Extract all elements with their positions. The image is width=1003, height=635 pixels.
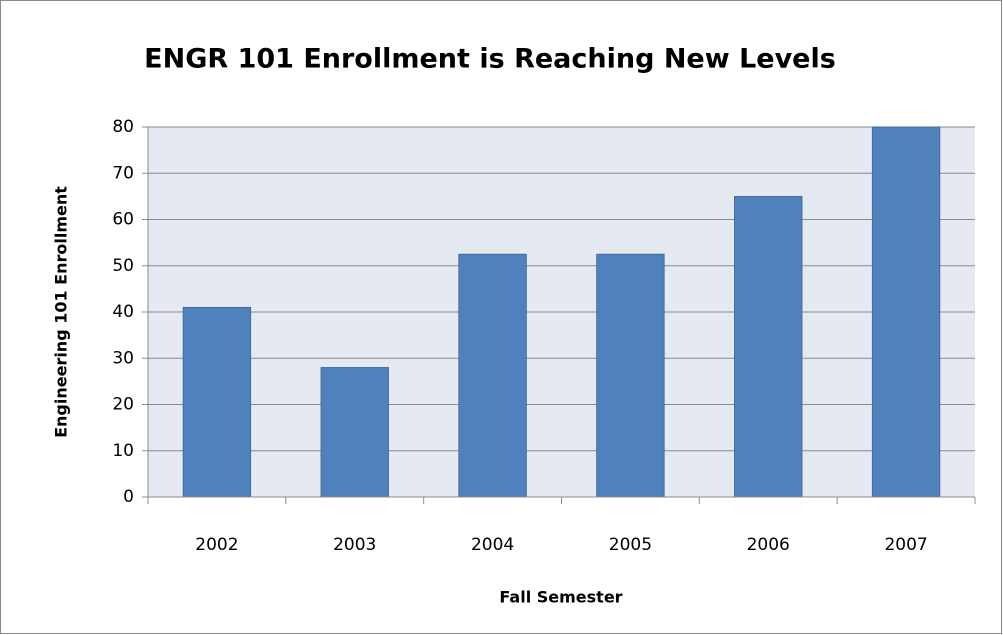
bar: [734, 195, 803, 498]
y-tick-label: 0: [123, 487, 134, 507]
y-tick-label: 40: [112, 302, 134, 322]
y-tick-label: 10: [112, 441, 134, 461]
y-tick-label: 70: [112, 163, 134, 183]
bar: [320, 367, 389, 498]
x-tick-label: 2003: [333, 535, 376, 555]
x-tick-label: 2002: [195, 535, 238, 555]
x-tick-label: 2007: [884, 535, 927, 555]
x-tick-label: 2004: [471, 535, 514, 555]
x-axis-label: Fall Semester: [499, 588, 622, 607]
y-tick-label: 80: [112, 117, 134, 137]
x-tick-label: 2006: [747, 535, 790, 555]
bar: [182, 306, 252, 498]
bar: [458, 253, 527, 498]
y-tick-label: 20: [112, 395, 134, 415]
x-tick-label: 2005: [609, 535, 652, 555]
y-tick-label: 30: [112, 348, 134, 368]
bar: [871, 126, 941, 498]
y-axis-label: Engineering 101 Enrollment: [52, 186, 71, 438]
y-tick-label: 60: [112, 210, 134, 230]
bar: [596, 253, 665, 498]
y-tick-label: 50: [112, 256, 134, 276]
chart-title: ENGR 101 Enrollment is Reaching New Leve…: [144, 44, 836, 75]
